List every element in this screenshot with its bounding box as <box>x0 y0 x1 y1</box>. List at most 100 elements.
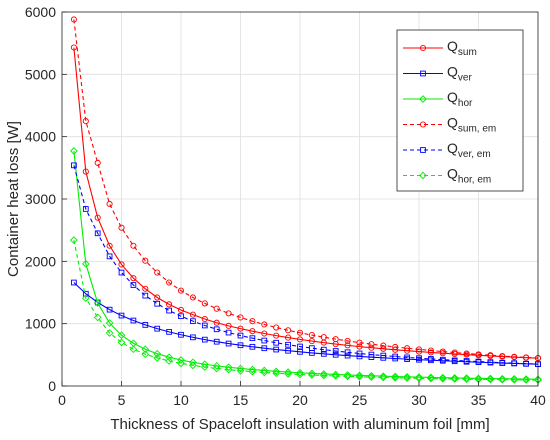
data-point-circle <box>249 318 256 325</box>
data-point-diamond <box>379 372 388 380</box>
data-point-circle <box>415 346 423 353</box>
data-point-circle <box>344 342 351 349</box>
data-point-diamond <box>165 357 173 365</box>
x-tick-label: 10 <box>173 392 189 408</box>
data-point-circle <box>475 351 482 358</box>
data-point-diamond <box>462 375 471 383</box>
data-point-diamond <box>153 349 162 358</box>
data-point-circle <box>189 294 196 301</box>
data-point-diamond <box>165 353 173 362</box>
series-line <box>73 19 539 359</box>
data-point-square <box>297 348 303 355</box>
axis-ticks: 0 5 10 15 20 25 30 35 40 0 1000 2000 3000 4000 5000 600… <box>25 4 546 408</box>
data-point-diamond <box>355 372 364 381</box>
data-point-circle <box>94 159 101 166</box>
data-point-square <box>344 352 351 359</box>
data-point-diamond <box>427 374 435 383</box>
data-point-diamond <box>105 329 114 337</box>
data-point-circle <box>523 354 530 361</box>
data-point-square <box>213 338 220 345</box>
data-point-circle <box>189 311 196 318</box>
data-point-square <box>190 334 196 341</box>
data-point-diamond <box>391 373 400 382</box>
data-point-circle <box>296 336 304 343</box>
data-point-square <box>201 322 208 329</box>
data-point-square <box>178 313 184 320</box>
data-point-circle <box>118 224 125 231</box>
data-point-square <box>487 359 494 365</box>
data-point-circle <box>285 327 292 334</box>
data-point-diamond <box>415 373 423 381</box>
data-point-diamond <box>308 371 316 379</box>
data-point-square <box>523 360 529 367</box>
data-point-diamond <box>141 350 150 359</box>
data-point-square <box>261 345 268 352</box>
data-point-circle <box>308 338 315 345</box>
series-line <box>73 165 539 365</box>
series-line <box>73 150 539 380</box>
data-point-diamond <box>343 372 352 381</box>
data-point-diamond <box>510 375 519 384</box>
data-point-square <box>420 70 426 77</box>
data-point-circle <box>70 16 77 23</box>
data-point-square <box>273 339 280 346</box>
data-point-square <box>213 326 220 333</box>
data-point-square <box>130 282 137 288</box>
data-point-square <box>225 340 232 347</box>
data-point-circle <box>380 345 387 352</box>
data-point-square <box>285 341 291 348</box>
data-point-circle <box>427 349 434 356</box>
data-point-diamond <box>177 356 185 364</box>
series-hor <box>70 147 542 384</box>
data-point-square <box>237 342 244 349</box>
data-point-circle <box>320 334 327 341</box>
data-point-circle <box>261 330 268 337</box>
data-point-circle <box>82 118 89 125</box>
data-point-circle <box>118 261 125 268</box>
data-point-circle <box>154 294 161 301</box>
data-point-diamond <box>308 369 316 378</box>
data-point-circle <box>70 44 77 51</box>
data-point-diamond <box>343 371 352 379</box>
data-point-diamond <box>70 236 78 244</box>
data-point-diamond <box>462 374 471 382</box>
data-point-diamond <box>200 363 209 371</box>
data-point-square <box>392 353 399 360</box>
data-point-square <box>142 292 149 299</box>
data-point-diamond <box>450 375 459 383</box>
data-point-diamond <box>272 367 281 376</box>
x-tick-label: 15 <box>233 392 249 408</box>
data-point-circle <box>249 328 256 335</box>
data-point-square <box>106 253 113 260</box>
data-point-diamond <box>331 372 340 380</box>
data-point-square <box>285 347 291 354</box>
data-point-square <box>475 358 482 365</box>
data-point-diamond <box>260 366 269 375</box>
data-point-square <box>225 329 232 336</box>
data-point-square <box>499 359 506 366</box>
data-point-circle <box>285 334 292 341</box>
data-point-diamond <box>117 331 126 340</box>
data-point-square <box>154 325 161 332</box>
data-point-circle <box>451 349 458 356</box>
data-point-diamond <box>260 368 269 377</box>
data-point-diamond <box>224 365 233 374</box>
data-point-circle <box>499 352 506 360</box>
data-point-square <box>344 349 351 356</box>
data-point-diamond <box>438 373 447 382</box>
data-point-square <box>420 147 426 153</box>
data-point-circle <box>130 242 137 249</box>
data-point-diamond <box>522 376 530 384</box>
data-point-circle <box>142 285 149 292</box>
data-point-diamond <box>93 313 102 322</box>
data-point-square <box>201 336 208 343</box>
data-point-square <box>166 307 172 314</box>
data-point-square <box>428 356 434 362</box>
y-axis-label: Container heat loss [W] <box>5 121 22 277</box>
data-point-diamond <box>248 367 257 376</box>
data-point-diamond <box>367 373 376 381</box>
data-point-square <box>166 329 172 335</box>
data-point-circle <box>237 325 244 332</box>
series-line <box>73 282 539 365</box>
